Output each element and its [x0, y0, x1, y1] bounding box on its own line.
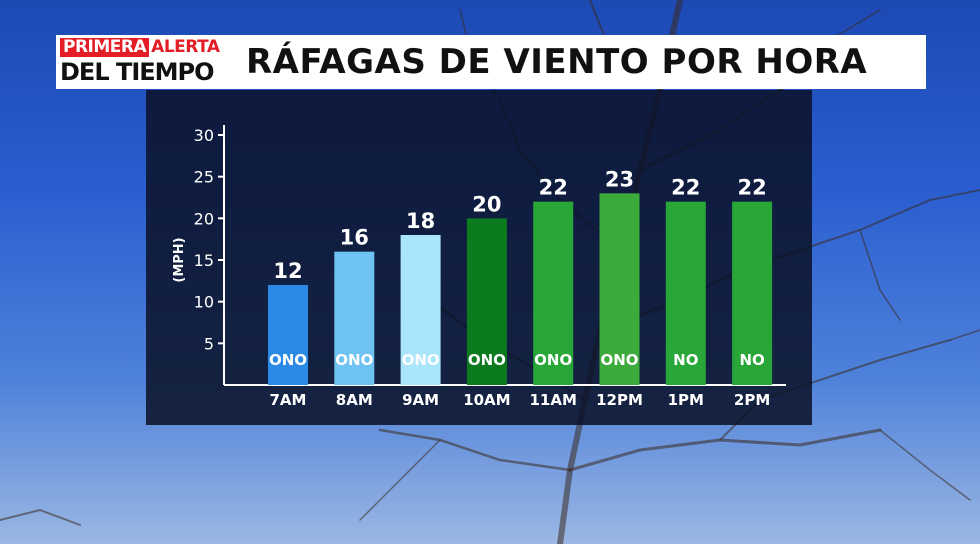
y-tick-label: 25: [194, 168, 214, 187]
x-tick-label: 10AM: [463, 391, 510, 409]
bar-value-label: 20: [472, 192, 501, 216]
logo-primera: PRIMERA: [60, 38, 150, 57]
bar-8am: [334, 251, 375, 385]
y-tick-label: 10: [194, 293, 214, 312]
bar-value-label: 23: [605, 167, 634, 191]
bar-direction-label: ONO: [269, 351, 307, 369]
wind-gust-bar-chart: 5 10 15 20 25 30 (MPH) 12 ONO 7AM 16 ONO 8AM 18 ONO 9AM…: [172, 125, 786, 409]
station-logo: PRIMERA ALERTA DEL TIEMPO: [60, 38, 236, 86]
x-tick-label: 2PM: [734, 391, 770, 409]
bar-value-label: 22: [671, 176, 700, 200]
bar-9am: [400, 235, 441, 385]
bar-direction-label: NO: [673, 351, 698, 369]
x-tick-label: 8AM: [336, 391, 373, 409]
bar-10am: [466, 218, 507, 385]
bar-12pm: [599, 193, 640, 385]
bar-direction-label: ONO: [600, 351, 638, 369]
y-tick-label: 20: [194, 209, 214, 228]
y-tick-label: 5: [204, 334, 214, 353]
bar-direction-label: ONO: [335, 351, 373, 369]
bar-direction-label: ONO: [402, 351, 440, 369]
x-tick-label: 1PM: [668, 391, 704, 409]
y-axis-label: (MPH): [172, 237, 187, 282]
bar-value-label: 12: [273, 259, 302, 283]
x-tick-label: 9AM: [402, 391, 439, 409]
bar-direction-label: ONO: [534, 351, 572, 369]
bar-value-label: 22: [737, 176, 766, 200]
x-tick-label: 12PM: [596, 391, 643, 409]
bar-value-label: 22: [539, 176, 568, 200]
page-title: RÁFAGAS DE VIENTO POR HORA: [246, 42, 868, 82]
bar-value-label: 16: [340, 226, 369, 250]
bar-2pm: [732, 201, 773, 385]
y-tick-label: 30: [194, 126, 214, 145]
bar-value-label: 18: [406, 209, 435, 233]
bar-direction-label: NO: [739, 351, 764, 369]
logo-line-1: PRIMERA ALERTA: [60, 38, 236, 57]
header-bar: PRIMERA ALERTA DEL TIEMPO RÁFAGAS DE VIEN…: [56, 35, 926, 89]
logo-alerta: ALERTA: [149, 37, 222, 57]
bar-direction-label: ONO: [468, 351, 506, 369]
x-tick-label: 7AM: [270, 391, 307, 409]
bar-1pm: [665, 201, 706, 385]
bar-11am: [533, 201, 574, 385]
y-tick-label: 15: [194, 251, 214, 270]
chart-panel: 5 10 15 20 25 30 (MPH) 12 ONO 7AM 16 ONO 8AM 18 ONO 9AM…: [146, 90, 812, 425]
logo-line-2: DEL TIEMPO: [60, 58, 215, 86]
bar-7am: [268, 285, 308, 385]
x-tick-label: 11AM: [529, 391, 576, 409]
